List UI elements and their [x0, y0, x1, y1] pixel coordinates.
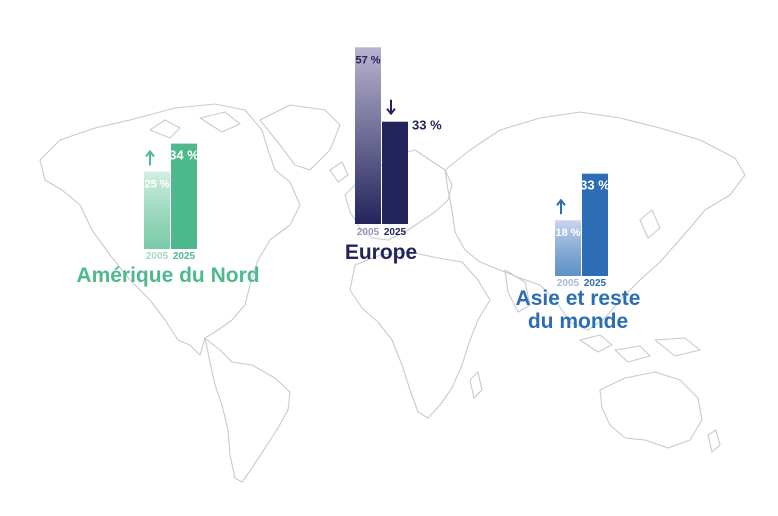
arrow-up-icon	[556, 198, 566, 215]
bar-2025	[382, 121, 408, 224]
bar-2005	[144, 171, 170, 249]
bar-2025	[582, 173, 608, 276]
arrow-up-icon	[145, 149, 155, 166]
region-group: 57 % 33 % 2005 2025 Europe	[345, 47, 442, 264]
year-label: 2025	[384, 227, 407, 238]
bar-2005	[355, 47, 381, 224]
region-name: Amérique du Nord	[76, 264, 259, 287]
arrow-down-icon	[386, 99, 396, 116]
year-label: 2005	[357, 227, 380, 238]
value-label-2005: 18 %	[555, 227, 580, 239]
bar-2005	[555, 220, 581, 276]
year-label: 2005	[146, 251, 169, 262]
region-name: Europe	[345, 241, 417, 264]
region-name-line: Asie et reste	[516, 287, 641, 310]
region-name-line: du monde	[528, 310, 628, 333]
value-label-2025: 33 %	[580, 178, 610, 193]
bar-groups: 25 % 34 % 2005 2025 Amérique du Nord 57 % 33 %…	[76, 47, 640, 333]
region-group: 25 % 34 % 2005 2025 Amérique du Nord	[76, 143, 260, 287]
value-label-2025: 33 %	[412, 118, 442, 133]
value-label-2005: 25 %	[144, 179, 169, 191]
value-label-2025: 34 %	[169, 148, 199, 163]
year-label: 2005	[557, 278, 580, 289]
year-label: 2025	[173, 251, 196, 262]
value-label-2005: 57 %	[355, 54, 380, 66]
year-label: 2025	[584, 278, 607, 289]
bar-2025	[171, 143, 197, 249]
